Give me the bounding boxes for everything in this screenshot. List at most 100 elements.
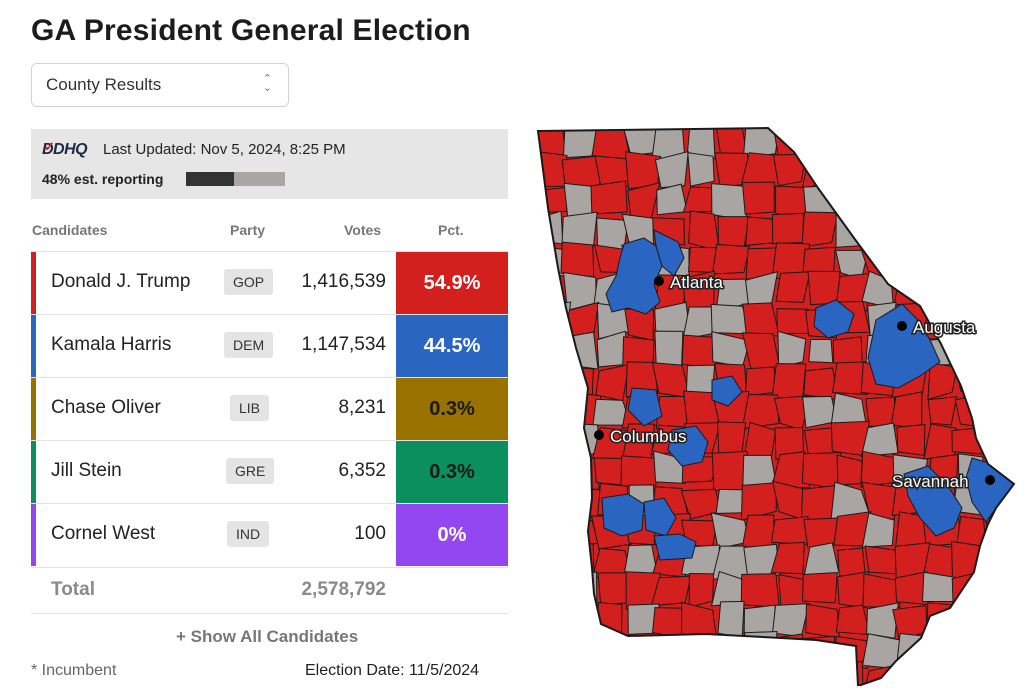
county[interactable]	[838, 187, 864, 217]
county[interactable]	[771, 363, 807, 401]
county[interactable]	[832, 361, 868, 395]
county[interactable]	[950, 334, 990, 372]
dem-county-richmond[interactable]	[867, 303, 941, 389]
county[interactable]	[951, 186, 988, 218]
county[interactable]	[983, 669, 1019, 686]
county[interactable]	[837, 547, 866, 577]
county[interactable]	[536, 577, 569, 604]
county[interactable]	[685, 663, 716, 686]
county[interactable]	[950, 604, 989, 639]
county[interactable]	[861, 481, 897, 521]
county[interactable]	[866, 215, 895, 249]
county[interactable]	[590, 180, 628, 215]
county[interactable]	[536, 422, 570, 456]
county[interactable]	[624, 308, 655, 341]
county[interactable]	[1011, 126, 1020, 161]
county[interactable]	[772, 153, 807, 187]
county[interactable]	[896, 423, 926, 456]
county[interactable]	[536, 663, 566, 686]
county[interactable]	[657, 637, 692, 667]
county[interactable]	[686, 126, 716, 160]
county[interactable]	[951, 426, 991, 455]
dem-county-terrell[interactable]	[643, 497, 677, 537]
county[interactable]	[1017, 546, 1020, 581]
county[interactable]	[801, 211, 839, 248]
county[interactable]	[770, 541, 805, 575]
county[interactable]	[743, 664, 776, 686]
show-all-candidates-button[interactable]: + Show All Candidates	[176, 627, 359, 646]
county[interactable]	[835, 211, 872, 248]
county[interactable]	[980, 573, 1017, 607]
dem-county-clarke-area[interactable]	[813, 299, 855, 339]
county[interactable]	[955, 364, 986, 392]
county[interactable]	[952, 631, 984, 670]
county[interactable]	[921, 277, 960, 308]
dem-county-randolph[interactable]	[601, 493, 645, 537]
county[interactable]	[536, 186, 570, 214]
county[interactable]	[564, 366, 594, 397]
results-type-select[interactable]: County Results ⌃ ⌄	[31, 63, 289, 107]
dem-county-macon[interactable]	[667, 425, 709, 467]
county[interactable]	[770, 451, 811, 489]
county[interactable]	[981, 126, 1018, 157]
county[interactable]	[952, 126, 990, 153]
county[interactable]	[742, 126, 780, 160]
county[interactable]	[981, 275, 1014, 308]
county[interactable]	[953, 151, 988, 190]
county[interactable]	[656, 183, 688, 216]
county[interactable]	[536, 362, 566, 397]
county[interactable]	[800, 126, 836, 159]
county[interactable]	[985, 211, 1019, 250]
county[interactable]	[861, 126, 900, 159]
county[interactable]	[830, 153, 865, 189]
county[interactable]	[836, 454, 863, 486]
county[interactable]	[891, 128, 924, 152]
county[interactable]	[801, 571, 838, 604]
dem-county-talbot[interactable]	[627, 387, 663, 427]
county[interactable]	[801, 664, 839, 686]
county[interactable]	[561, 669, 596, 686]
county[interactable]	[563, 606, 601, 641]
county[interactable]	[891, 153, 932, 191]
county[interactable]	[890, 187, 930, 220]
county[interactable]	[1011, 184, 1020, 213]
county[interactable]	[1015, 665, 1020, 686]
county[interactable]	[536, 606, 571, 640]
county[interactable]	[981, 394, 1018, 431]
county[interactable]	[536, 515, 572, 550]
county[interactable]	[775, 271, 811, 304]
county[interactable]	[923, 632, 958, 669]
county[interactable]	[740, 482, 777, 521]
dem-county-gwinnett[interactable]	[653, 229, 685, 277]
county[interactable]	[1010, 211, 1020, 249]
county[interactable]	[928, 156, 955, 189]
county[interactable]	[921, 217, 962, 248]
county[interactable]	[982, 540, 1016, 581]
county[interactable]	[772, 663, 810, 686]
county[interactable]	[536, 637, 567, 664]
county[interactable]	[832, 336, 864, 367]
county[interactable]	[925, 126, 953, 155]
county[interactable]	[1013, 360, 1020, 395]
county[interactable]	[1018, 578, 1020, 605]
county[interactable]	[985, 605, 1018, 637]
county[interactable]	[711, 665, 745, 686]
county[interactable]	[1012, 273, 1020, 305]
county[interactable]	[536, 541, 566, 578]
county[interactable]	[890, 661, 928, 686]
county[interactable]	[741, 181, 775, 215]
county[interactable]	[650, 666, 691, 686]
county[interactable]	[927, 396, 958, 426]
county[interactable]	[565, 488, 602, 520]
county[interactable]	[982, 421, 1018, 457]
county[interactable]	[562, 126, 600, 159]
county[interactable]	[597, 572, 631, 606]
county[interactable]	[983, 361, 1014, 398]
dem-county-bibb[interactable]	[711, 375, 743, 407]
county[interactable]	[621, 637, 661, 665]
county[interactable]	[926, 602, 960, 639]
county[interactable]	[950, 242, 986, 279]
county[interactable]	[741, 393, 780, 430]
county[interactable]	[1010, 302, 1020, 339]
dem-county-dougherty[interactable]	[653, 533, 697, 561]
